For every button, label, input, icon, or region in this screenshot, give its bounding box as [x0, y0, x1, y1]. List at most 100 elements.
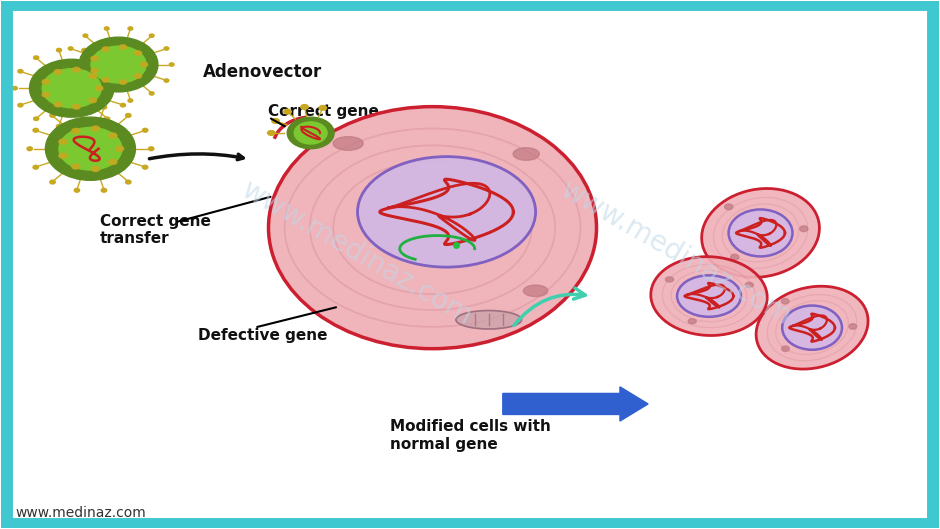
Ellipse shape	[102, 78, 109, 82]
Ellipse shape	[33, 166, 39, 169]
Ellipse shape	[69, 47, 73, 50]
Ellipse shape	[149, 92, 154, 95]
Ellipse shape	[120, 69, 126, 73]
Ellipse shape	[134, 74, 142, 78]
Ellipse shape	[42, 93, 50, 97]
Ellipse shape	[63, 63, 68, 66]
Ellipse shape	[319, 106, 326, 110]
Ellipse shape	[91, 126, 100, 131]
Text: Adenovector: Adenovector	[203, 63, 322, 81]
Ellipse shape	[301, 105, 308, 110]
Ellipse shape	[59, 139, 67, 144]
Ellipse shape	[71, 129, 80, 133]
Ellipse shape	[45, 117, 135, 180]
Ellipse shape	[781, 298, 789, 304]
Ellipse shape	[12, 86, 17, 90]
Ellipse shape	[72, 67, 80, 72]
Ellipse shape	[89, 74, 97, 78]
Ellipse shape	[83, 92, 87, 95]
Ellipse shape	[104, 99, 109, 102]
Ellipse shape	[42, 69, 102, 108]
Ellipse shape	[102, 105, 106, 109]
Ellipse shape	[782, 306, 842, 350]
Ellipse shape	[83, 34, 87, 38]
Ellipse shape	[268, 131, 275, 135]
Text: www.medinaz.com: www.medinaz.com	[237, 177, 478, 332]
Ellipse shape	[71, 164, 80, 169]
Ellipse shape	[294, 122, 327, 144]
Text: www.medinaz.com: www.medinaz.com	[15, 506, 147, 520]
Ellipse shape	[126, 114, 131, 117]
Ellipse shape	[116, 146, 124, 151]
Ellipse shape	[666, 277, 674, 282]
Ellipse shape	[288, 117, 334, 149]
Ellipse shape	[677, 276, 741, 317]
Ellipse shape	[72, 104, 80, 109]
Ellipse shape	[357, 157, 536, 267]
Ellipse shape	[55, 70, 62, 74]
Ellipse shape	[120, 104, 126, 107]
Ellipse shape	[800, 226, 807, 232]
Ellipse shape	[109, 159, 117, 165]
Ellipse shape	[59, 153, 67, 158]
Ellipse shape	[56, 48, 61, 52]
Ellipse shape	[50, 180, 55, 184]
Ellipse shape	[91, 56, 98, 61]
Ellipse shape	[143, 166, 148, 169]
Ellipse shape	[149, 34, 154, 38]
Ellipse shape	[27, 147, 32, 151]
Ellipse shape	[42, 79, 50, 84]
Ellipse shape	[56, 124, 61, 128]
Text: Modified cells with
normal gene: Modified cells with normal gene	[390, 419, 551, 452]
Ellipse shape	[82, 124, 86, 128]
Text: www.medinaz.com: www.medinaz.com	[556, 177, 796, 332]
Ellipse shape	[782, 346, 790, 351]
Ellipse shape	[91, 46, 146, 83]
Ellipse shape	[513, 148, 540, 160]
Ellipse shape	[29, 59, 114, 117]
Ellipse shape	[143, 129, 148, 132]
Ellipse shape	[33, 129, 39, 132]
Ellipse shape	[284, 110, 291, 114]
FancyArrow shape	[503, 387, 648, 421]
Ellipse shape	[126, 180, 131, 184]
Ellipse shape	[55, 102, 62, 107]
Ellipse shape	[141, 62, 148, 67]
Ellipse shape	[50, 114, 55, 117]
Ellipse shape	[79, 37, 158, 92]
Ellipse shape	[728, 209, 792, 257]
Ellipse shape	[59, 127, 122, 170]
Ellipse shape	[74, 105, 80, 109]
Ellipse shape	[89, 98, 97, 103]
Ellipse shape	[688, 318, 697, 324]
Ellipse shape	[849, 324, 856, 329]
Ellipse shape	[74, 188, 80, 192]
Ellipse shape	[104, 27, 109, 30]
Ellipse shape	[69, 79, 73, 82]
Ellipse shape	[164, 47, 169, 50]
Ellipse shape	[104, 56, 110, 59]
Ellipse shape	[119, 45, 127, 49]
Ellipse shape	[102, 188, 106, 192]
Ellipse shape	[134, 51, 142, 56]
Ellipse shape	[18, 69, 23, 73]
Ellipse shape	[109, 133, 117, 138]
Ellipse shape	[128, 27, 133, 30]
Text: Correct gene
transfer: Correct gene transfer	[100, 214, 211, 247]
Ellipse shape	[102, 47, 109, 51]
Ellipse shape	[164, 79, 169, 82]
Ellipse shape	[650, 257, 767, 335]
Ellipse shape	[701, 188, 820, 277]
Ellipse shape	[34, 117, 39, 121]
Ellipse shape	[128, 99, 133, 102]
Ellipse shape	[333, 136, 363, 150]
Ellipse shape	[91, 167, 100, 171]
Ellipse shape	[169, 63, 174, 66]
Ellipse shape	[149, 147, 154, 151]
Ellipse shape	[524, 285, 548, 297]
Ellipse shape	[725, 204, 733, 210]
Ellipse shape	[269, 107, 597, 349]
Ellipse shape	[82, 48, 86, 52]
Ellipse shape	[756, 286, 868, 369]
Ellipse shape	[730, 254, 739, 260]
